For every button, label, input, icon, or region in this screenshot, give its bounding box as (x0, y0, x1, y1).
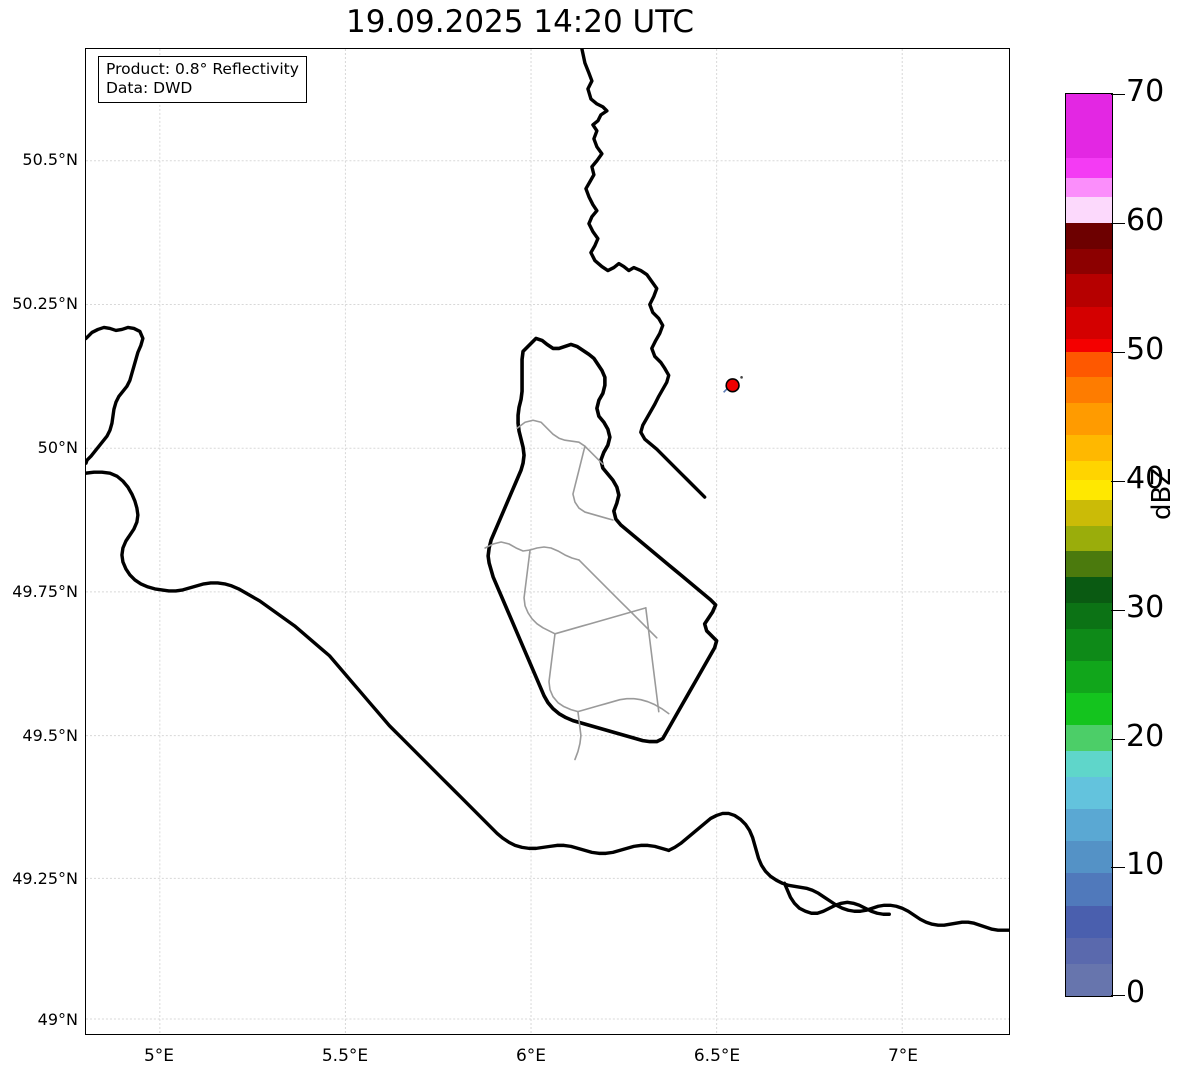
france-germany-border-lower (782, 881, 891, 916)
map-plot-area[interactable]: Product: 0.8° Reflectivity Data: DWD (85, 48, 1010, 1035)
cbar-tick-50 (1111, 352, 1125, 353)
luxembourg-canton-borders (484, 419, 670, 761)
colorbar-band-23.5-26 (1066, 660, 1112, 694)
colorbar-band-7-9.5 (1066, 873, 1112, 906)
page-title: 19.09.2025 14:20 UTC (346, 4, 694, 40)
colorbar-band-41.5-43.5 (1066, 435, 1112, 462)
colorbar-band-58-60 (1066, 222, 1112, 249)
belgium-germany-border (580, 49, 707, 499)
ytick-label-49.25N: 49.25°N (12, 869, 78, 888)
ytick-label-50.25N: 50.25°N (12, 294, 78, 313)
xtick-label-6E: 6°E (515, 1046, 547, 1066)
cbar-label-30: 30 (1126, 590, 1165, 625)
ytick-label-50N: 50°N (37, 438, 78, 457)
colorbar-band-14.5-17 (1066, 776, 1112, 809)
ytick-label-50.5N: 50.5°N (22, 150, 78, 169)
cbar-tick-40 (1111, 481, 1125, 482)
cbar-label-20: 20 (1126, 719, 1165, 754)
luxembourg-national-border (486, 336, 719, 744)
colorbar-band-60-62 (1066, 197, 1112, 223)
xtick-label-5E: 5°E (143, 1046, 175, 1066)
cbar-tick-20 (1111, 739, 1125, 740)
cbar-tick-30 (1111, 610, 1125, 611)
colorbar-band-30.5-32.5 (1066, 577, 1112, 603)
colorbar-band-4.5-7 (1066, 905, 1112, 938)
colorbar-band-53.5-56 (1066, 274, 1112, 307)
ytick-label-49N: 49°N (37, 1010, 78, 1029)
info-product-line: Product: 0.8° Reflectivity (106, 60, 299, 78)
cbar-label-60: 60 (1126, 203, 1165, 238)
colorbar-band-21-23.5 (1066, 693, 1112, 726)
colorbar-band-32.5-34.5 (1066, 551, 1112, 578)
info-data-line: Data: DWD (106, 78, 193, 97)
colorbar-band-43.5-46 (1066, 403, 1112, 436)
cbar-label-50: 50 (1126, 332, 1165, 367)
cbar-tick-60 (1111, 223, 1125, 224)
colorbar-band-40-41.5 (1066, 461, 1112, 481)
cbar-label-10: 10 (1126, 847, 1165, 882)
colorbar-band-34.5-36.5 (1066, 525, 1112, 552)
colorbar-band-50-51 (1066, 338, 1112, 352)
cbar-label-70: 70 (1126, 74, 1165, 109)
colorbar-axis-title: dBZ (1147, 467, 1177, 520)
colorbar-band-2.5-4.5 (1066, 937, 1112, 964)
colorbar-band-12-14.5 (1066, 808, 1112, 842)
colorbar-band-62-63.5 (1066, 177, 1112, 198)
colorbar-band-56-58 (1066, 248, 1112, 275)
map-canvas (86, 49, 1009, 1034)
colorbar-band-26-28.5 (1066, 628, 1112, 661)
colorbar-band-65-70 (1066, 94, 1112, 159)
cbar-label-0: 0 (1126, 975, 1146, 1010)
colorbar-band-36.5-38.5 (1066, 499, 1112, 526)
france-germany-border (667, 811, 1009, 932)
colorbar-band-28.5-30.5 (1066, 602, 1112, 629)
belgium-france-border (86, 325, 671, 856)
product-info-box: Product: 0.8° Reflectivity Data: DWD (98, 56, 307, 103)
cbar-tick-0 (1111, 995, 1125, 996)
colorbar-band-19-21 (1066, 725, 1112, 752)
colorbar-band-17-19 (1066, 751, 1112, 777)
xtick-label-7E: 7°E (887, 1046, 919, 1066)
colorbar-band-63.5-65 (1066, 158, 1112, 178)
cbar-tick-10 (1111, 867, 1125, 868)
xtick-label-5.5E: 5.5°E (321, 1046, 369, 1066)
colorbar-band-51-53.5 (1066, 306, 1112, 339)
colorbar-band-9.5-12 (1066, 841, 1112, 874)
cbar-tick-70 (1111, 94, 1125, 95)
ytick-label-49.5N: 49.5°N (22, 726, 78, 745)
radar-site-marker[interactable] (723, 376, 743, 393)
cbar-label-40: 40 (1126, 461, 1165, 496)
colorbar-band-38.5-40 (1066, 480, 1112, 500)
reflectivity-colorbar[interactable] (1065, 93, 1113, 997)
colorbar-band-0-2.5 (1066, 963, 1112, 996)
colorbar-band-46-48 (1066, 377, 1112, 404)
xtick-label-6.5E: 6.5°E (693, 1046, 741, 1066)
map-gridlines (86, 49, 1009, 1034)
ytick-label-49.75N: 49.75°N (12, 582, 78, 601)
colorbar-band-48-50 (1066, 351, 1112, 378)
